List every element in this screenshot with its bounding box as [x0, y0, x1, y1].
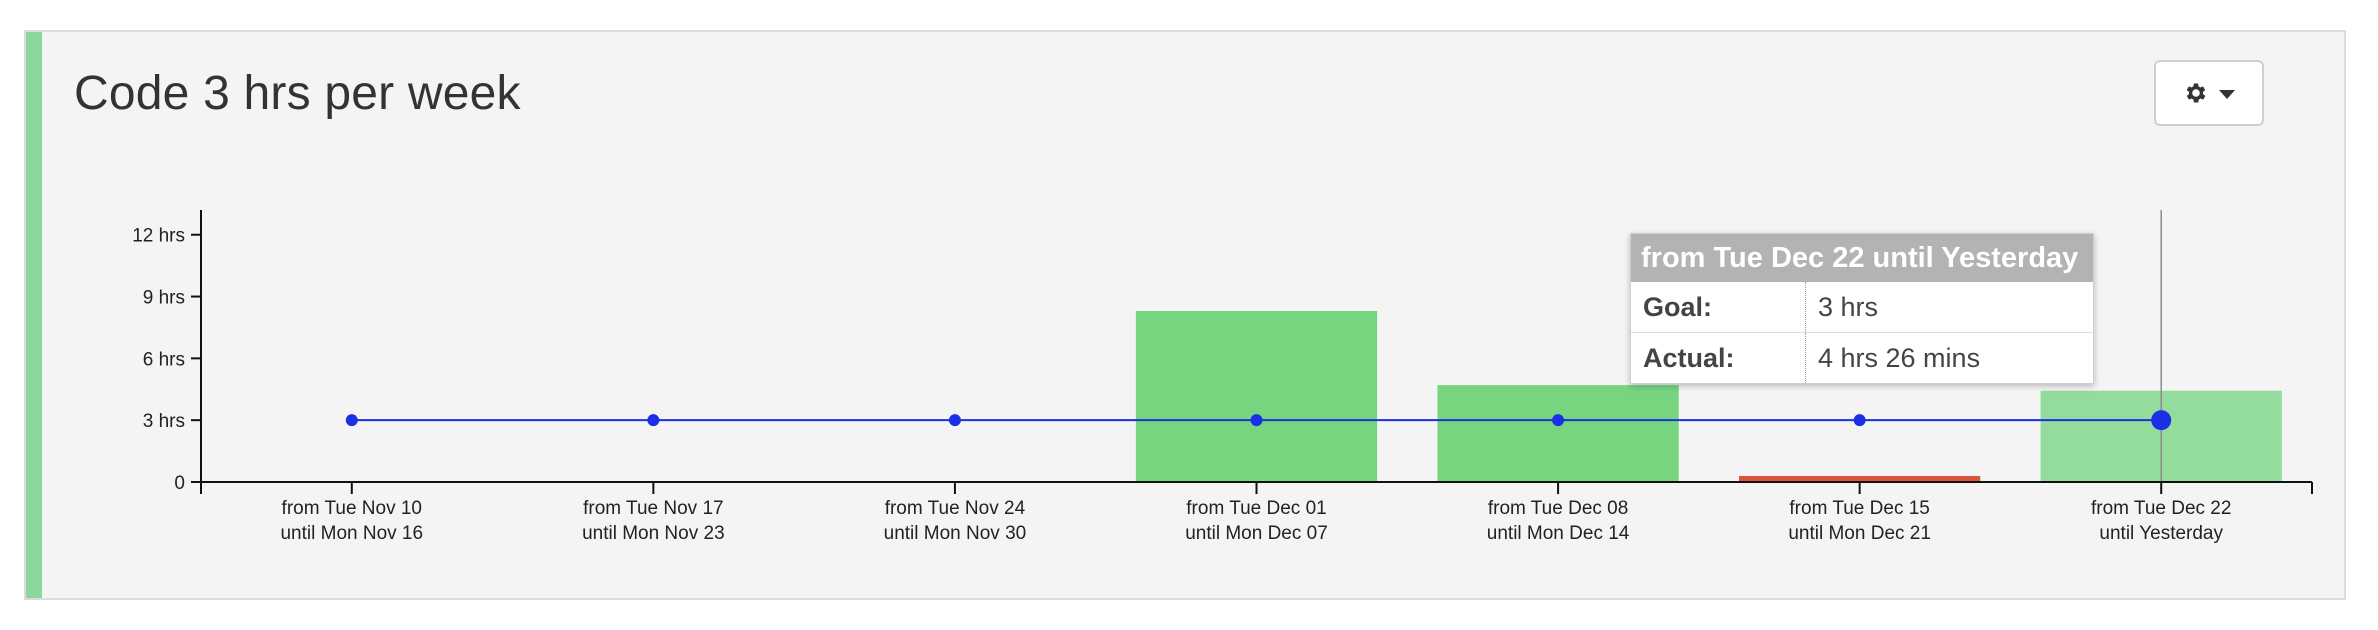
x-tick-label-line: from Tue Nov 24: [885, 498, 1026, 519]
goal-point-5: [1853, 414, 1866, 427]
goal-point-1: [647, 414, 660, 427]
chart-tooltip: from Tue Dec 22 until Yesterday Goal: 3 …: [1630, 233, 2094, 384]
goal-point-6: [2151, 410, 2172, 431]
x-tick-label-line: until Mon Dec 14: [1487, 523, 1630, 544]
tooltip-goal-value: 3 hrs: [1818, 292, 1879, 322]
bar-5: [1739, 476, 1981, 481]
x-tick-label-4: from Tue Dec 08 until Mon Dec 14: [1487, 498, 1630, 544]
x-tick-label-line: until Mon Dec 07: [1185, 523, 1328, 544]
x-tick-label-line: until Mon Nov 30: [884, 523, 1027, 544]
y-tick-label-2: 6 hrs: [143, 349, 185, 370]
goal-point-0: [345, 414, 358, 427]
goal-point-4: [1552, 414, 1565, 427]
x-tick-label-line: until Mon Nov 23: [582, 523, 725, 544]
tooltip-goal-label: Goal:: [1631, 282, 1806, 332]
tooltip-actual-value: 4 hrs 26 mins: [1818, 343, 1981, 373]
x-tick-label-1: from Tue Nov 17 until Mon Nov 23: [582, 498, 725, 544]
page-title: Code 3 hrs per week: [74, 67, 521, 120]
x-tick-label-0: from Tue Nov 10 until Mon Nov 16: [280, 498, 423, 544]
x-tick-label-2: from Tue Nov 24 until Mon Nov 30: [884, 498, 1027, 544]
x-tick-label-5: from Tue Dec 15 until Mon Dec 21: [1788, 498, 1931, 544]
x-tick-label-line: from Tue Dec 22: [2091, 498, 2231, 519]
x-tick-label-line: from Tue Nov 17: [583, 498, 723, 519]
gear-icon: [2186, 83, 2206, 103]
tooltip-row-actual: Actual: 4 hrs 26 mins: [1631, 332, 2093, 383]
x-tick-label-line: from Tue Nov 10: [282, 498, 422, 519]
goal-point-3: [1250, 414, 1263, 427]
tooltip-title: from Tue Dec 22 until Yesterday: [1631, 234, 2093, 282]
x-tick-label-3: from Tue Dec 01 until Mon Dec 07: [1185, 498, 1328, 544]
x-tick-label-6: from Tue Dec 22 until Yesterday: [2091, 498, 2231, 544]
x-tick-label-line: from Tue Dec 01: [1186, 498, 1326, 519]
x-tick-label-line: from Tue Dec 15: [1789, 498, 1929, 519]
goal-point-2: [948, 414, 961, 427]
status-accent-bar: [26, 32, 42, 598]
x-tick-label-line: until Mon Dec 21: [1788, 523, 1931, 544]
y-tick-label-3: 9 hrs: [143, 288, 185, 309]
y-tick-label-0: 0: [174, 473, 185, 494]
tooltip-row-goal: Goal: 3 hrs: [1631, 282, 2093, 332]
tooltip-actual-label: Actual:: [1631, 333, 1806, 383]
bar-4: [1437, 385, 1679, 482]
settings-dropdown-button[interactable]: [2154, 60, 2264, 126]
x-tick-label-line: until Yesterday: [2099, 523, 2223, 544]
bar-3: [1135, 310, 1378, 482]
x-tick-label-line: from Tue Dec 08: [1488, 498, 1628, 519]
y-tick-label-1: 3 hrs: [143, 411, 185, 432]
chevron-down-icon: [2219, 89, 2235, 99]
x-tick-label-line: until Mon Nov 16: [280, 523, 423, 544]
y-tick-label-4: 12 hrs: [132, 226, 185, 247]
